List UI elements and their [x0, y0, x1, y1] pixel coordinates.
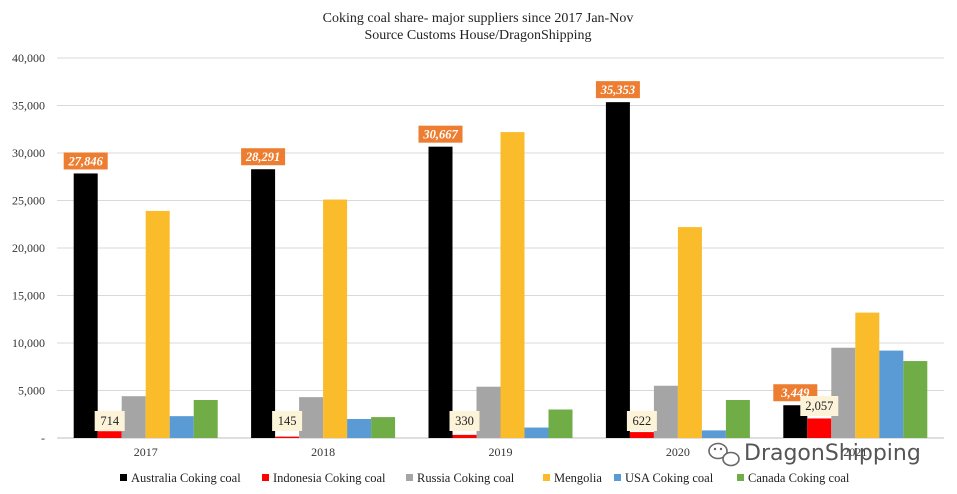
bar-mengolia-2017	[145, 210, 170, 438]
legend-label: Russia Coking coal	[417, 471, 515, 485]
x-tick-label: 2018	[311, 445, 335, 459]
bar-usa-coking-coal-2020	[701, 430, 726, 438]
watermark-text: DragonShipping	[744, 441, 921, 466]
bar-canada-coking-coal-2019	[548, 409, 573, 438]
bar-usa-coking-coal-2019	[524, 427, 549, 438]
bar-canada-coking-coal-2018	[371, 417, 396, 438]
bar-russia-coking-coal-2018	[299, 397, 324, 438]
x-tick-label: 2021	[843, 445, 867, 459]
callout-indonesia-label: 714	[100, 414, 120, 428]
bar-australia-coking-coal-2017	[73, 173, 98, 438]
bar-usa-coking-coal-2018	[347, 419, 372, 438]
data-callouts: 27,84671428,29114530,66733035,3536223,44…	[63, 81, 839, 431]
bar-usa-coking-coal-2017	[169, 416, 194, 438]
bar-canada-coking-coal-2021	[903, 361, 928, 438]
callout-australia-box	[595, 81, 640, 99]
bar-indonesia-coking-coal-2020	[629, 432, 654, 438]
bar-russia-coking-coal-2019	[476, 386, 501, 438]
callout-australia-label: 35,353	[600, 83, 635, 97]
callout-indonesia-box	[94, 411, 125, 431]
y-tick-label: 30,000	[12, 146, 45, 160]
chart-subtitle: Source Customs House/DragonShipping	[364, 28, 591, 43]
callout-indonesia-label: 145	[278, 414, 297, 428]
x-tick-label: 2017	[134, 445, 158, 459]
y-tick-label: 35,000	[12, 99, 45, 113]
legend-swatch	[120, 474, 127, 481]
bar-mengolia-2020	[677, 227, 702, 438]
callout-indonesia-label: 622	[633, 414, 652, 428]
bar-australia-coking-coal-2020	[605, 102, 630, 439]
callout-indonesia-label: 2,057	[805, 399, 833, 413]
bar-russia-coking-coal-2021	[831, 347, 856, 438]
bar-indonesia-coking-coal-2019	[452, 434, 477, 438]
bar-mengolia-2019	[500, 132, 525, 438]
y-tick-label: 25,000	[12, 194, 45, 208]
callout-indonesia-label: 330	[455, 414, 474, 428]
y-tick-label: 20,000	[12, 241, 45, 255]
bar-australia-coking-coal-2018	[251, 169, 276, 438]
bar-canada-coking-coal-2020	[725, 400, 750, 438]
y-tick-label: 15,000	[12, 289, 45, 303]
callout-australia-label: 27,846	[68, 154, 104, 168]
legend-label: USA Coking coal	[625, 471, 714, 485]
legend-swatch	[406, 474, 413, 481]
legend-swatch	[262, 474, 269, 481]
callout-australia-label: 28,291	[245, 150, 280, 164]
y-tick-label: 40,000	[12, 51, 45, 65]
bar-australia-coking-coal-2019	[428, 146, 453, 438]
wechat-icon	[708, 442, 740, 467]
bar-russia-coking-coal-2017	[121, 396, 146, 438]
bar-canada-coking-coal-2017	[193, 400, 218, 438]
legend-swatch	[614, 474, 621, 481]
callout-australia-box	[241, 148, 286, 166]
y-axis-ticks: 40,000 35,000 30,000 25,000 20,000 15,000 10,0…	[12, 51, 45, 445]
legend: Australia Coking coal Indonesia Coking co…	[120, 471, 850, 485]
y-tick-label: -	[41, 431, 45, 445]
legend-label: Indonesia Coking coal	[273, 471, 386, 485]
legend-swatch	[737, 474, 744, 481]
callout-australia-box	[418, 125, 463, 143]
y-tick-label: 10,000	[12, 336, 45, 350]
bar-mengolia-2021	[855, 312, 880, 438]
legend-swatch	[543, 474, 550, 481]
bar-indonesia-coking-coal-2021	[807, 418, 832, 438]
bar-mengolia-2018	[323, 199, 348, 438]
bar-usa-coking-coal-2021	[879, 350, 904, 438]
callout-indonesia-box	[626, 411, 657, 431]
legend-label: Canada Coking coal	[748, 471, 850, 485]
bar-indonesia-coking-coal-2018	[275, 436, 300, 438]
x-tick-label: 2019	[489, 445, 513, 459]
callout-indonesia-box	[800, 396, 839, 416]
bars	[73, 102, 928, 439]
chart-title: Coking coal share- major suppliers since…	[323, 11, 634, 26]
legend-label: Australia Coking coal	[131, 471, 241, 485]
callout-australia-label: 30,667	[422, 128, 458, 142]
bar-russia-coking-coal-2020	[653, 385, 678, 438]
watermark: DragonShipping	[708, 441, 921, 467]
callout-indonesia-box	[272, 411, 303, 431]
callout-australia-box	[63, 152, 108, 170]
legend-label: Mengolia	[554, 471, 602, 485]
x-tick-label: 2020	[666, 445, 690, 459]
bar-indonesia-coking-coal-2017	[97, 431, 122, 438]
x-axis-ticks: 2017 2018 2019 2020 2021	[134, 445, 868, 459]
callout-indonesia-box	[449, 411, 480, 431]
y-tick-label: 5,000	[18, 384, 45, 398]
